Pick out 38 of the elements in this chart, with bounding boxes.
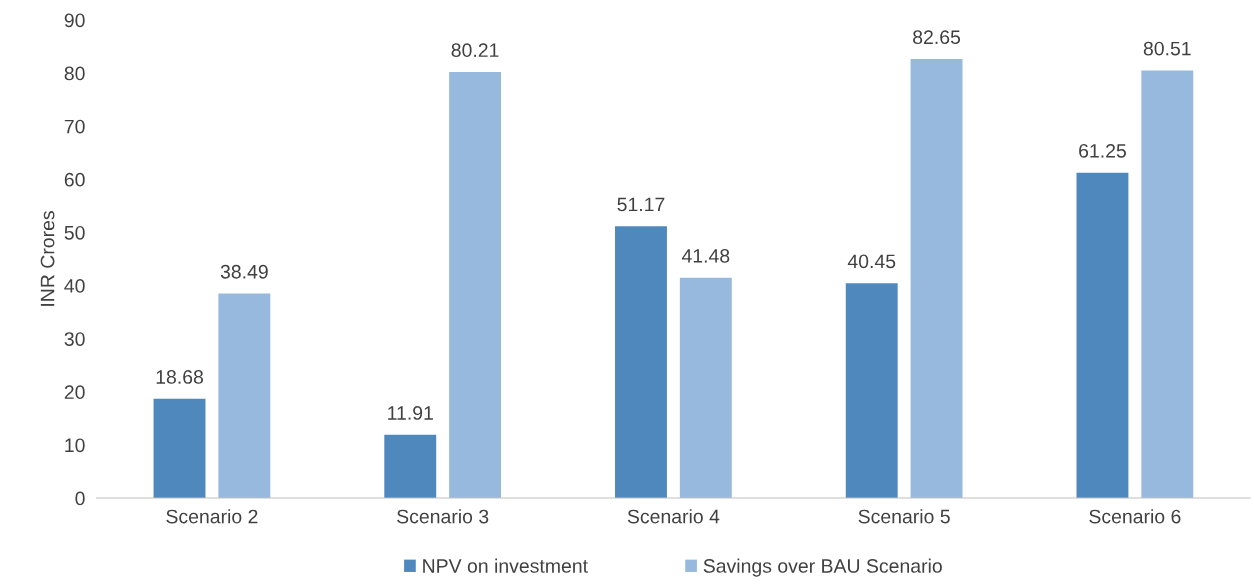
bar (1076, 172, 1129, 499)
y-tick-label: 50 (64, 225, 85, 240)
data-label: 51.17 (617, 197, 665, 212)
bar (449, 71, 502, 499)
legend-label: Savings over BAU Scenario (703, 558, 942, 577)
data-label: 41.48 (681, 248, 730, 263)
bar (679, 277, 732, 499)
data-label: 82.65 (913, 30, 961, 45)
y-tick-label: 20 (64, 385, 85, 400)
bar (615, 226, 667, 499)
y-tick-label: 90 (64, 13, 85, 28)
bar (153, 398, 206, 499)
bar (384, 434, 437, 499)
y-tick-label: 70 (64, 119, 85, 134)
y-tick-label: 40 (64, 279, 85, 293)
y-tick-label: 80 (64, 66, 85, 81)
y-tick-label: 0 (75, 491, 85, 506)
x-tick-label: Scenario 2 (166, 509, 258, 524)
data-label: 80.21 (451, 43, 499, 58)
bar (910, 59, 963, 499)
x-tick-label: Scenario 4 (627, 509, 720, 524)
data-label: 38.49 (220, 264, 268, 279)
data-label: 18.68 (156, 370, 203, 384)
legend-label: NPV on investment (423, 558, 588, 573)
y-tick-label: 10 (65, 438, 85, 453)
x-tick-label: Scenario 5 (858, 509, 950, 524)
y-axis-title: INR Crores (40, 211, 55, 306)
data-label: 80.51 (1143, 41, 1191, 56)
data-label: 40.45 (847, 254, 896, 269)
x-tick-label: Scenario 6 (1089, 509, 1181, 524)
bar (845, 283, 898, 499)
bar (1141, 70, 1194, 499)
y-tick-label: 60 (64, 172, 85, 187)
data-label: 61.25 (1079, 143, 1126, 158)
bar (218, 293, 271, 499)
x-tick-label: Scenario 3 (397, 509, 489, 524)
data-label: 11.91 (388, 406, 433, 420)
y-tick-label: 30 (64, 332, 85, 346)
